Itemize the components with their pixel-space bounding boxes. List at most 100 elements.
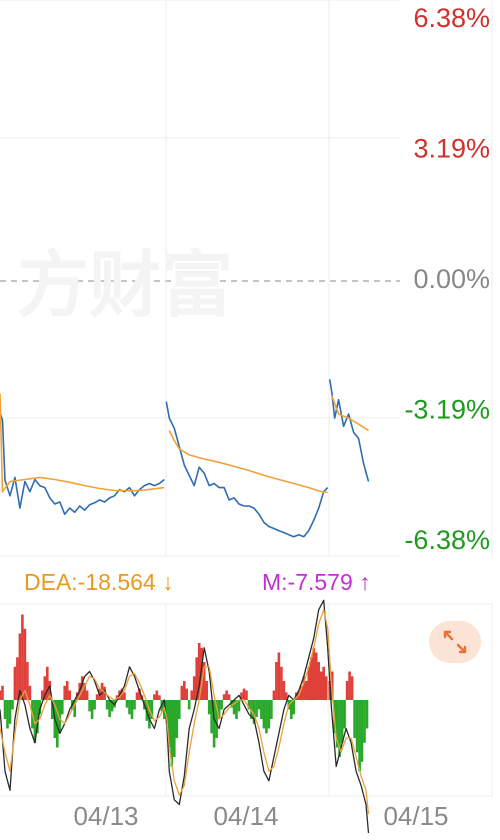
x-tick-label: 04/15 [383, 801, 448, 831]
macd-bar [128, 700, 131, 715]
macd-bar [65, 681, 69, 700]
x-tick-label: 04/13 [73, 801, 138, 831]
expand-chart-button[interactable] [429, 621, 481, 663]
macd-bar [314, 652, 318, 700]
macd-bar [187, 700, 191, 710]
macd-bar [36, 700, 39, 734]
macd-bar [85, 690, 89, 700]
macd-bar [272, 690, 276, 700]
macd-bar [105, 700, 109, 710]
average-price-line [0, 393, 165, 493]
price-line [0, 412, 165, 516]
macd-bar [215, 700, 218, 738]
dea-legend: DEA:-18.564 ↓ [24, 566, 174, 598]
macd-bar [80, 676, 84, 701]
average-price-line [330, 395, 369, 432]
x-tick-label: 04/14 [213, 801, 278, 831]
macd-bar [125, 700, 129, 708]
macd-bar [1, 685, 4, 701]
macd-bar [358, 700, 361, 772]
macd-bar [324, 676, 328, 701]
macd-bar [123, 692, 126, 700]
macd-bar [115, 695, 119, 701]
macd-bar [202, 662, 206, 700]
macd-bar [23, 628, 27, 701]
macd-bar [360, 700, 364, 762]
macd-bar [150, 700, 154, 719]
macd-bar [365, 700, 369, 729]
macd-bar [305, 681, 308, 700]
watermark-text: 方财富 [17, 243, 233, 327]
macd-bar [18, 633, 22, 700]
macd-bar [41, 690, 44, 700]
y-tick-label: 6.38% [413, 3, 490, 33]
macd-bar [185, 688, 188, 700]
x-axis-tick-labels: 04/13 04/14 04/15 [73, 801, 448, 831]
macd-bar [350, 676, 354, 701]
macd-bar [88, 700, 91, 712]
y-tick-label: -3.19% [404, 395, 490, 425]
macd-bar [250, 700, 253, 719]
macd-bar [195, 657, 198, 701]
macd-bar [237, 700, 241, 712]
macd-bar [48, 681, 52, 700]
expand-arrows-icon [443, 630, 467, 654]
macd-bar [227, 694, 231, 700]
macd-lines [0, 599, 370, 834]
macd-histogram [0, 614, 369, 772]
macd-bar [130, 700, 134, 719]
macd-bar [217, 700, 221, 719]
macd-bar [6, 700, 9, 729]
average-price-line [168, 430, 328, 494]
macd-bar [168, 700, 171, 748]
macd-bar [73, 700, 76, 718]
macd-bar [240, 692, 243, 700]
macd-bar [353, 700, 356, 738]
macd-bar [312, 647, 315, 701]
macd-bar [170, 700, 174, 767]
macd-bar [262, 700, 266, 729]
dea-value: DEA:-18.564 [24, 569, 156, 595]
macd-bar [222, 694, 226, 700]
macd-bar [210, 700, 213, 734]
macd-bar [290, 700, 293, 719]
macd-bar [13, 666, 17, 701]
macd-bar [257, 700, 261, 710]
m-legend: M:-7.579 ↑ [262, 566, 371, 598]
macd-bar [212, 700, 216, 748]
macd-bar [165, 700, 169, 724]
macd-bar [292, 700, 296, 715]
price-chart-grid [0, 0, 493, 557]
m-trend-icon: ↑ [359, 569, 371, 595]
macd-bar [232, 700, 236, 715]
macd-bar [343, 700, 346, 729]
macd-bar [100, 682, 104, 700]
macd-bar [207, 700, 211, 715]
dea-trend-icon: ↓ [162, 569, 174, 595]
macd-bar [83, 682, 86, 700]
macd-bar [110, 700, 114, 712]
macd-bar [307, 666, 311, 701]
macd-bar [178, 700, 181, 719]
macd-bar [200, 647, 203, 701]
macd-bar [46, 666, 49, 701]
macd-bar [267, 700, 271, 729]
macd-bar [235, 700, 238, 719]
macd-bar [348, 671, 351, 700]
y-tick-label: 3.19% [413, 134, 490, 164]
macd-bar [43, 676, 47, 701]
macd-bar [340, 700, 344, 743]
macd-bar [192, 676, 196, 701]
y-axis-tick-labels: 6.38% 3.19% 0.00% -3.19% -6.38% [404, 3, 490, 555]
macd-bar [11, 700, 14, 710]
macd-bar [245, 690, 248, 700]
macd-bar [355, 700, 359, 753]
macd-bar [51, 700, 54, 719]
macd-bar [38, 700, 42, 715]
macd-bar [108, 700, 111, 718]
macd-bar [3, 700, 7, 719]
macd-bar [26, 662, 29, 700]
macd-bar [277, 652, 281, 700]
macd-bar [317, 662, 320, 700]
macd-bar [338, 700, 341, 757]
